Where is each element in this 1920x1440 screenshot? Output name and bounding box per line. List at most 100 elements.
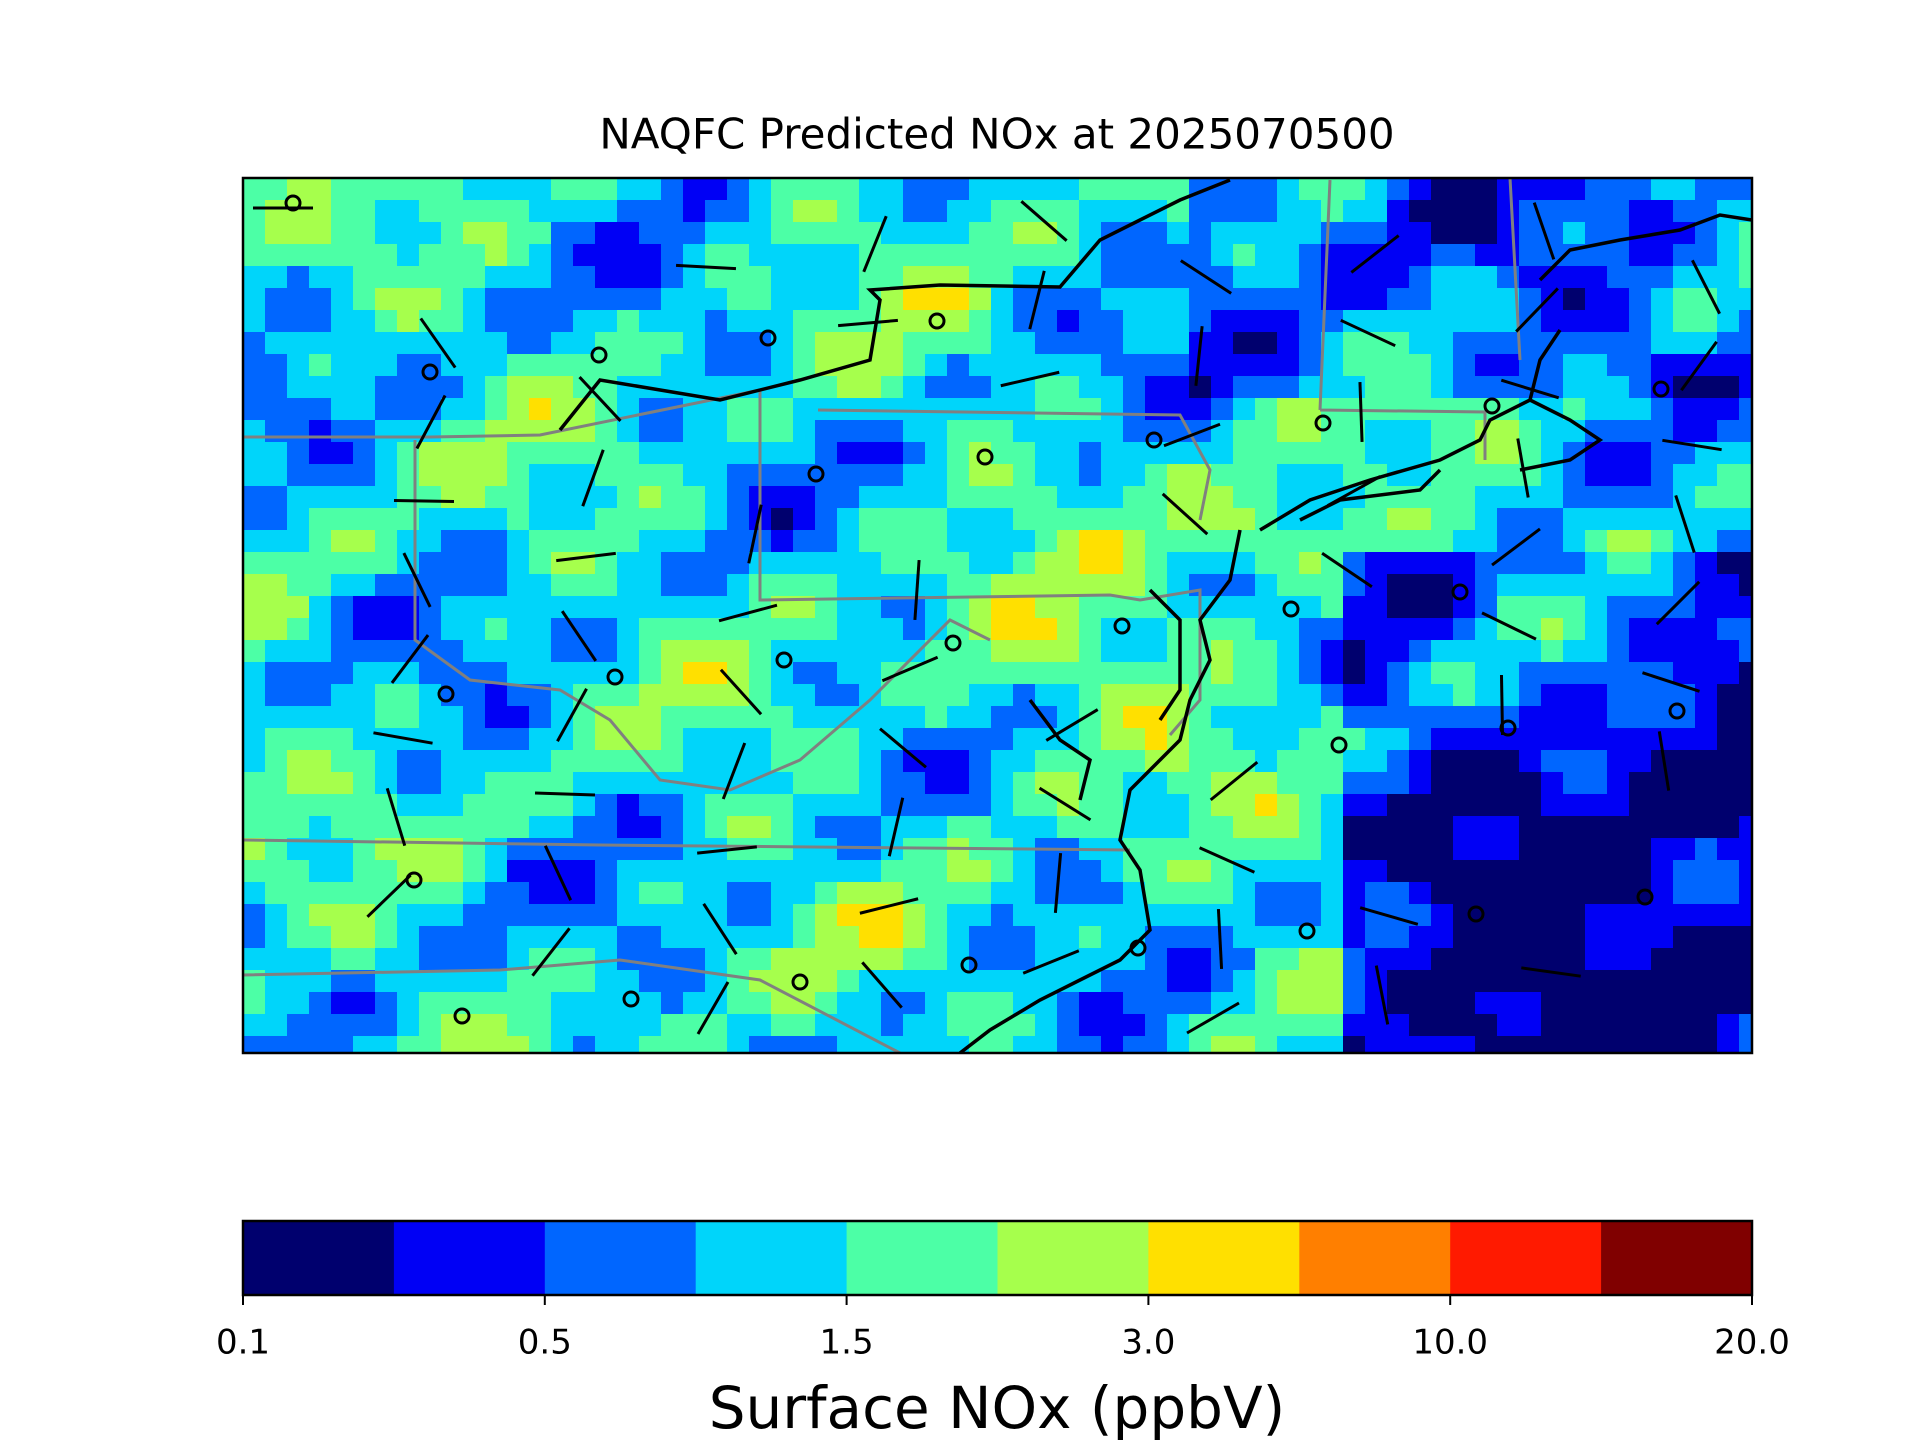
map-cell (727, 662, 750, 685)
map-cell (1343, 618, 1366, 641)
map-cell (573, 266, 596, 289)
map-cell (815, 816, 838, 839)
map-cell (309, 794, 332, 817)
map-cell (1145, 640, 1168, 663)
map-cell (727, 442, 750, 465)
map-cell (683, 794, 706, 817)
map-cell (1431, 332, 1454, 355)
map-cell (331, 816, 354, 839)
map-cell (1519, 508, 1542, 531)
map-cell (1607, 904, 1630, 927)
map-cell (1299, 376, 1322, 399)
wind-barb (1194, 326, 1204, 386)
map-cell (1651, 310, 1674, 333)
map-cell (683, 200, 706, 223)
map-cell (1255, 530, 1278, 553)
map-cell (1563, 948, 1586, 971)
map-cell (1585, 266, 1608, 289)
map-cell (375, 376, 398, 399)
map-cell (265, 486, 288, 509)
map-cell (749, 992, 772, 1015)
map-cell (1057, 684, 1080, 707)
map-cell (1519, 178, 1542, 201)
map-cell (243, 838, 266, 861)
map-cell (661, 948, 684, 971)
map-cell (1365, 486, 1388, 509)
map-cell (1629, 948, 1652, 971)
map-cell (661, 860, 684, 883)
map-cell (485, 464, 508, 487)
map-cell (1013, 574, 1036, 597)
map-cell (265, 310, 288, 333)
map-cell (353, 860, 376, 883)
map-cell (705, 464, 728, 487)
map-cell (1409, 178, 1432, 201)
wind-barb (1028, 270, 1046, 330)
map-cell (595, 486, 618, 509)
map-cell (441, 706, 464, 729)
map-cell (1717, 662, 1740, 685)
map-cell (1189, 816, 1212, 839)
map-cell (529, 772, 552, 795)
map-cell (573, 178, 596, 201)
map-cell (375, 596, 398, 619)
map-cell (1629, 618, 1652, 641)
map-cell (463, 684, 486, 707)
map-cell (683, 926, 706, 949)
map-cell (1101, 486, 1124, 509)
map-cell (1519, 288, 1542, 311)
map-cell (1673, 1014, 1696, 1037)
map-cell (1475, 376, 1498, 399)
map-cell (727, 310, 750, 333)
map-cell (1079, 552, 1102, 575)
map-cell (1255, 948, 1278, 971)
map-cell (815, 596, 838, 619)
map-cell (551, 200, 574, 223)
map-cell (529, 486, 552, 509)
map-cell (837, 926, 860, 949)
map-cell (881, 244, 904, 267)
map-cell (1079, 1014, 1102, 1037)
map-cell (1145, 222, 1168, 245)
map-cell (991, 794, 1014, 817)
map-cell (859, 442, 882, 465)
map-cell (617, 640, 640, 663)
map-cell (639, 904, 662, 927)
map-cell (1277, 816, 1300, 839)
map-cell (573, 970, 596, 993)
map-cell (243, 178, 266, 201)
map-cell (1211, 222, 1234, 245)
map-cell (837, 266, 860, 289)
map-cell (639, 266, 662, 289)
map-cell (705, 1014, 728, 1037)
map-cell (903, 486, 926, 509)
map-cell (243, 618, 266, 641)
map-cell (287, 992, 310, 1015)
map-cell (1453, 420, 1476, 443)
map-cell (1013, 662, 1036, 685)
map-cell (617, 354, 640, 377)
map-cell (441, 508, 464, 531)
map-cell (1607, 706, 1630, 729)
map-cell (661, 332, 684, 355)
map-cell (1651, 354, 1674, 377)
map-cell (1717, 376, 1740, 399)
map-cell (1211, 904, 1234, 927)
map-cell (1431, 640, 1454, 663)
map-cell (1211, 926, 1234, 949)
map-cell (1519, 904, 1542, 927)
map-cell (353, 266, 376, 289)
map-cell (1101, 882, 1124, 905)
map-cell (353, 706, 376, 729)
map-cell (1717, 354, 1740, 377)
map-cell (1343, 662, 1366, 685)
map-cell (793, 574, 816, 597)
map-cell (1079, 530, 1102, 553)
map-cell (1585, 486, 1608, 509)
map-cell (1431, 1036, 1454, 1053)
wind-barb (675, 263, 737, 271)
map-cell (1717, 486, 1740, 509)
map-cell (1255, 266, 1278, 289)
map-cell (1255, 640, 1278, 663)
map-cell (705, 640, 728, 663)
